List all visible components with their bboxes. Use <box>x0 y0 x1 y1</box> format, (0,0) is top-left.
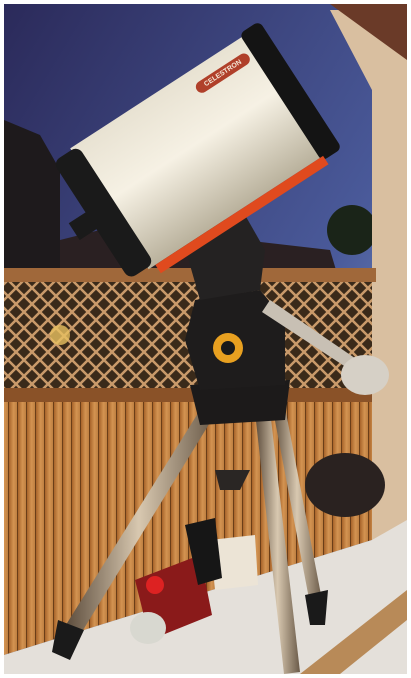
tree <box>327 205 377 255</box>
page: CELESTRON (() => { const data = JSON.par… <box>0 0 411 678</box>
fence-mid-rail <box>4 388 372 402</box>
fence-top-rail <box>4 268 376 282</box>
flashlight-red-lamp <box>146 576 164 594</box>
knob-center <box>221 341 235 355</box>
pot <box>305 453 385 517</box>
lamp-light <box>50 325 70 345</box>
flashlight-lens <box>130 612 166 644</box>
counterweight <box>341 355 389 395</box>
photo: CELESTRON <box>0 0 411 678</box>
